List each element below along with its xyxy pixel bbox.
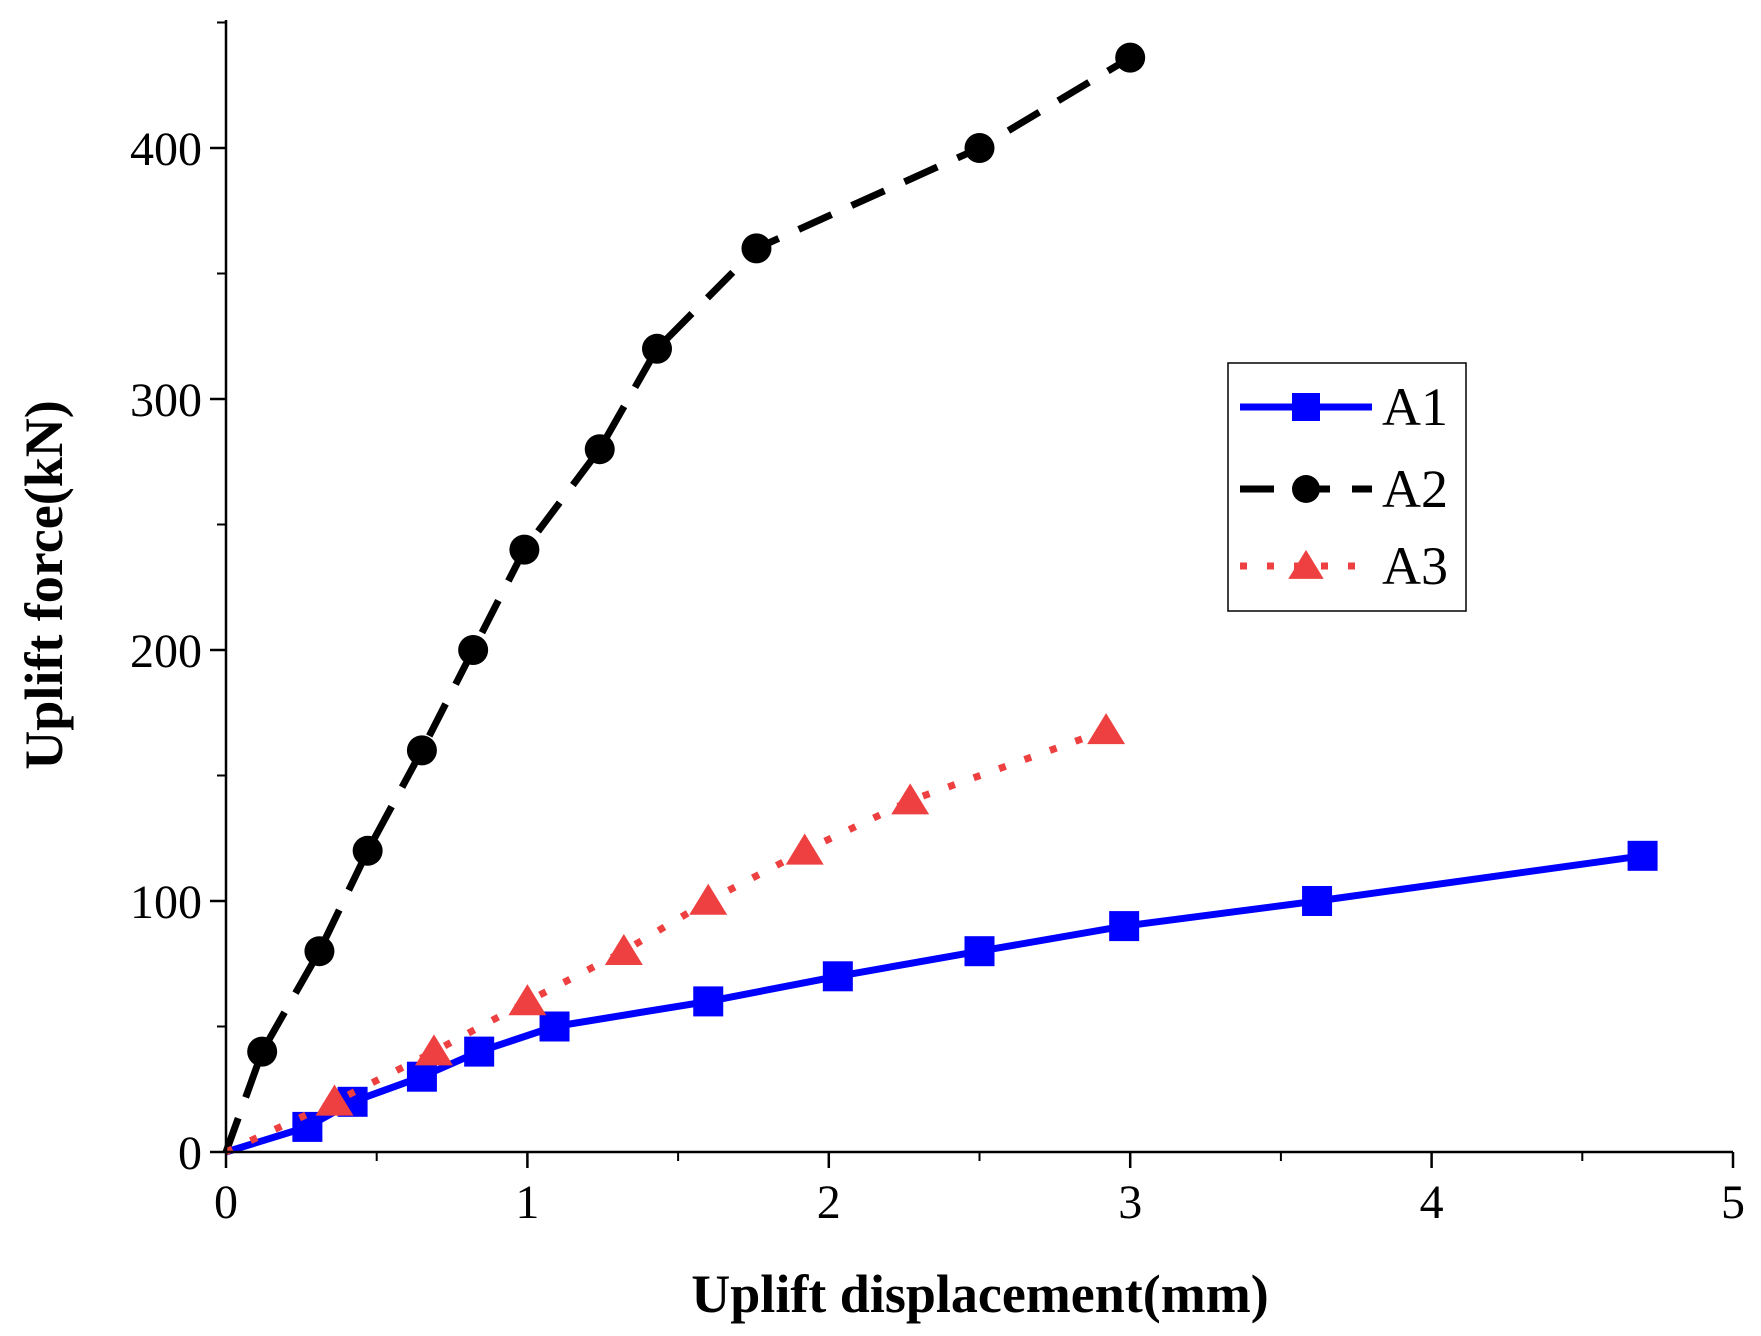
series-a2-point — [584, 434, 615, 465]
series-a2-point — [642, 333, 673, 364]
series-a2-line — [222, 54, 1133, 1154]
series-layer — [222, 42, 1658, 1156]
series-a2-point — [458, 635, 489, 665]
series-a3-point — [508, 984, 547, 1016]
series-a2-point — [406, 735, 437, 766]
series-a3-point — [785, 833, 824, 865]
series-a3-point — [891, 783, 930, 815]
series-a2-point — [1115, 42, 1146, 73]
legend-label-a3: A3 — [1382, 536, 1448, 596]
series-a2 — [222, 42, 1146, 1154]
series-a1-point — [822, 961, 853, 992]
x-tick-label: 5 — [1721, 1176, 1745, 1229]
legend-marker-a1 — [1292, 393, 1320, 421]
x-tick-label: 4 — [1420, 1176, 1444, 1229]
series-a3-point — [689, 883, 728, 915]
y-tick-label: 300 — [130, 374, 202, 427]
legend-label-a2: A2 — [1382, 459, 1448, 519]
legend-marker-a3 — [1288, 549, 1324, 579]
y-axis-title: Uplift force(kN) — [14, 400, 74, 769]
x-tick-label: 0 — [214, 1176, 238, 1229]
y-tick-label: 100 — [130, 876, 202, 929]
series-a2-point — [509, 534, 540, 565]
series-a1-point — [1627, 840, 1658, 871]
x-tick-label: 2 — [817, 1176, 841, 1229]
x-axis-title: Uplift displacement(mm) — [691, 1264, 1268, 1324]
series-a2-point — [304, 936, 335, 967]
y-tick-label: 200 — [130, 625, 202, 678]
series-a3-point — [604, 933, 643, 965]
legend: A1 A2 A3 — [1227, 362, 1467, 612]
series-a2-point — [964, 133, 995, 163]
series-a1-point — [1109, 911, 1140, 942]
x-tick-label: 3 — [1118, 1176, 1142, 1229]
series-a1-point — [693, 986, 724, 1017]
series-a1-point — [1302, 886, 1333, 916]
legend-items: A1 A2 A3 — [1240, 377, 1448, 596]
series-a3-line — [224, 727, 1108, 1156]
legend-marker-a2 — [1292, 475, 1320, 503]
series-a1-point — [964, 936, 995, 967]
series-a1-point — [539, 1011, 570, 1042]
legend-label-a1: A1 — [1382, 377, 1448, 437]
series-a1-point — [292, 1111, 323, 1142]
series-a1-point — [406, 1061, 437, 1092]
y-tick-label: 0 — [178, 1127, 202, 1180]
axes: 0 1 2 3 4 5 0 100 200 300 400 — [130, 20, 1745, 1229]
series-a1-line — [224, 852, 1644, 1156]
series-a1-point — [464, 1036, 495, 1067]
series-a1 — [224, 840, 1658, 1156]
x-tick-label: 1 — [515, 1176, 539, 1229]
y-tick-label: 400 — [130, 123, 202, 176]
series-a3-point — [414, 1034, 453, 1066]
series-a3 — [224, 713, 1126, 1156]
series-a3-point — [315, 1084, 354, 1116]
series-a2-point — [352, 835, 383, 866]
series-a2-point — [247, 1036, 278, 1067]
series-a2-point — [741, 233, 772, 264]
series-a3-point — [1087, 713, 1126, 745]
